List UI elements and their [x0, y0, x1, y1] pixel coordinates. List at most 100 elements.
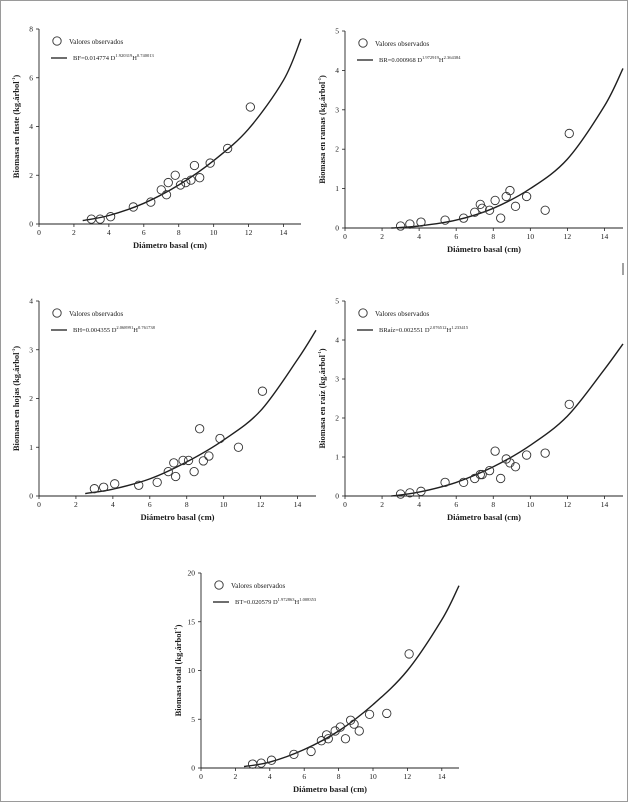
data-point — [416, 217, 426, 227]
data-point — [484, 205, 495, 215]
data-point — [405, 219, 415, 229]
legend-label-points: Valores observados — [375, 40, 430, 48]
data-point — [510, 462, 521, 472]
x-tick-label: 14 — [601, 232, 609, 241]
data-point — [205, 158, 215, 168]
legend-label-points: Valores observados — [69, 310, 124, 318]
legend-label-equation: BRaíz=0.002551 D2.076512H1.233415 — [379, 325, 469, 334]
x-tick-label: 10 — [210, 228, 218, 237]
x-tick-label: 6 — [142, 228, 146, 237]
x-tick-label: 4 — [268, 772, 272, 781]
x-tick-label: 10 — [369, 772, 377, 781]
x-tick-label: 0 — [37, 228, 41, 237]
data-point — [477, 203, 487, 213]
data-point — [395, 489, 406, 499]
data-point — [161, 190, 172, 200]
x-tick-label: 8 — [185, 500, 189, 509]
data-point — [170, 170, 180, 180]
data-point — [163, 466, 173, 477]
data-point — [484, 465, 495, 476]
data-point — [110, 479, 120, 489]
x-tick-label: 8 — [491, 232, 495, 241]
y-tick-label: 1 — [335, 184, 339, 193]
data-point — [198, 456, 209, 466]
data-point — [340, 734, 351, 744]
data-point — [510, 201, 521, 211]
y-tick-label: 2 — [335, 414, 339, 423]
data-point — [564, 399, 574, 409]
chart-1: 0 2 4 6 8 10 12 14 0 2 4 6 8 Diámetro basal (cm) Bioma… — [11, 25, 302, 250]
data-point — [521, 450, 532, 460]
y-tick-label: 0 — [191, 764, 195, 773]
data-point — [289, 749, 299, 759]
data-point — [89, 484, 100, 494]
data-point — [521, 191, 532, 202]
data-point — [163, 177, 173, 188]
y-axis-label: Biomasa en ramas (kg.árbol-1) — [317, 75, 327, 184]
x-axis-label: Diámetro basal (cm) — [447, 244, 521, 254]
data-point — [183, 455, 194, 466]
legend-marker-points — [358, 38, 368, 48]
data-point — [306, 746, 316, 757]
fitted-curve — [243, 585, 460, 768]
data-point — [195, 424, 205, 434]
x-tick-label: 8 — [491, 500, 495, 509]
data-point — [186, 175, 196, 185]
data-point — [490, 446, 500, 456]
y-tick-label: 4 — [335, 66, 339, 75]
x-tick-label: 2 — [380, 500, 384, 509]
data-point — [189, 466, 199, 477]
x-tick-label: 2 — [234, 772, 238, 781]
legend-label-points: Valores observados — [375, 310, 430, 318]
x-tick-label: 6 — [454, 232, 458, 241]
y-axis-label: Biomasa en hojas (kg.árbol-1) — [11, 346, 21, 451]
data-point — [316, 736, 327, 746]
legend-label-equation: BF=0.014774 D1.920319H0.740013 — [73, 53, 155, 62]
y-tick-label: 5 — [335, 27, 339, 36]
data-point — [404, 649, 414, 659]
x-tick-label: 4 — [107, 228, 111, 237]
x-tick-label: 6 — [302, 772, 306, 781]
data-point — [175, 180, 186, 190]
data-point — [256, 758, 266, 768]
y-tick-label: 10 — [188, 666, 196, 675]
y-axis-label: Biomasa total (kg.árbol-1) — [173, 624, 183, 716]
x-tick-label: 10 — [527, 500, 535, 509]
data-point — [181, 177, 191, 188]
data-point — [146, 197, 156, 207]
x-tick-label: 4 — [111, 500, 115, 509]
x-tick-label: 10 — [220, 500, 228, 509]
data-point — [245, 102, 255, 112]
data-point — [496, 473, 506, 484]
data-point — [134, 480, 144, 490]
data-point — [156, 185, 166, 195]
data-point — [395, 221, 406, 231]
x-tick-label: 14 — [294, 500, 302, 509]
y-tick-label: 2 — [29, 171, 33, 180]
x-tick-label: 2 — [380, 232, 384, 241]
y-tick-label: 3 — [335, 375, 339, 384]
legend-marker-points — [214, 580, 224, 590]
data-point — [152, 477, 162, 487]
y-axis-label: Biomasa en fuste (kg.árbol-1) — [11, 75, 21, 179]
fitted-curve — [85, 329, 317, 495]
data-point — [470, 207, 480, 217]
x-axis-label: Diámetro basal (cm) — [133, 240, 207, 250]
data-point — [416, 486, 426, 496]
y-tick-label: 2 — [335, 145, 339, 154]
data-point — [323, 734, 333, 744]
legend-label-equation: BR=0.000968 D1.972919H2.364384 — [379, 55, 461, 64]
data-point — [477, 469, 487, 480]
x-tick-label: 12 — [257, 500, 265, 509]
legend-marker-points — [52, 308, 62, 318]
data-point — [440, 215, 450, 225]
legend-marker-points — [52, 36, 62, 46]
legend-label-equation: BH=0.004355 D2.068991H0.761738 — [73, 325, 156, 334]
x-tick-label: 2 — [74, 500, 78, 509]
data-point — [247, 759, 258, 769]
data-point — [189, 160, 200, 171]
y-tick-label: 1 — [29, 443, 33, 452]
